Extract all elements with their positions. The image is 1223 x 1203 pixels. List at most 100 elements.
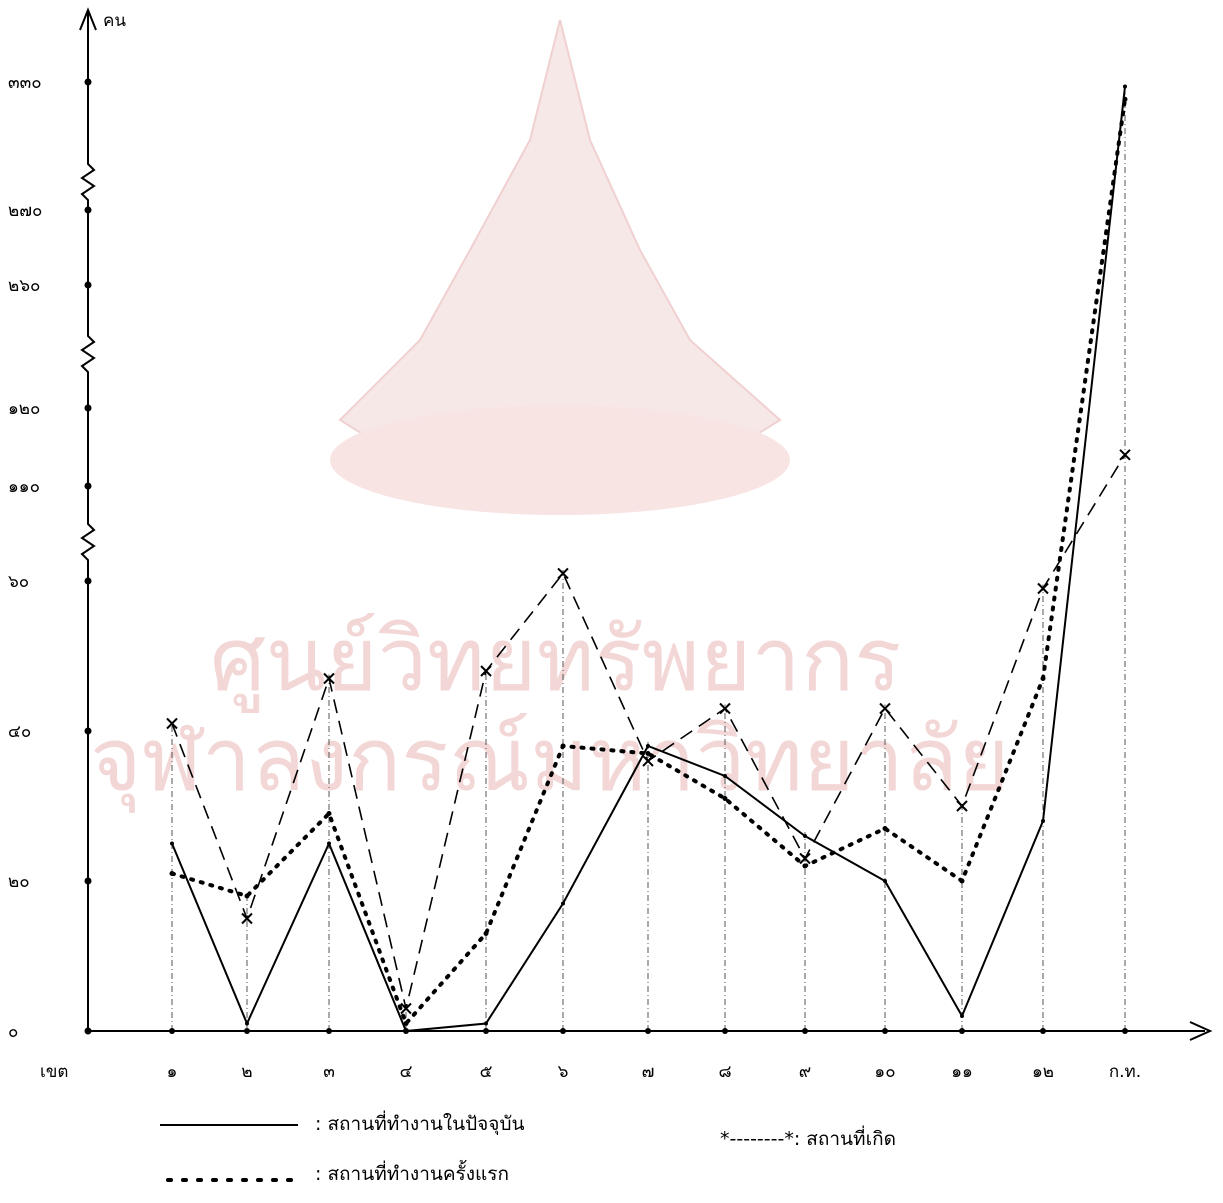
data-point bbox=[404, 1029, 408, 1033]
data-point bbox=[326, 811, 332, 816]
x-tick-label: ๓ bbox=[323, 1062, 335, 1082]
x-tick-label: ๙ bbox=[799, 1062, 811, 1082]
crest-base bbox=[330, 405, 790, 515]
watermark-line1: ศูนย์วิทยทรัพยากร bbox=[210, 608, 901, 713]
watermark-line2: จุฬาลงกรณ์มหาวิทยาลัย bbox=[90, 708, 1010, 813]
data-point bbox=[323, 672, 335, 685]
data-point bbox=[956, 800, 968, 812]
y-tick-label: ๑๒๐ bbox=[8, 399, 40, 419]
x-tick-label: ๘ bbox=[718, 1062, 731, 1082]
data-point bbox=[1040, 676, 1046, 681]
data-point bbox=[642, 755, 654, 767]
x-tick-label: ๒ bbox=[241, 1062, 252, 1082]
data-point bbox=[723, 774, 727, 778]
y-tick-mark bbox=[84, 78, 92, 86]
data-point bbox=[1037, 582, 1049, 595]
data-point bbox=[960, 1014, 964, 1018]
x-tick-label: ๑ bbox=[167, 1062, 178, 1082]
data-point bbox=[561, 901, 565, 906]
y-axis-line bbox=[80, 12, 96, 1031]
y-tick-mark bbox=[84, 727, 92, 735]
data-point bbox=[803, 834, 807, 838]
data-point bbox=[484, 1021, 488, 1026]
x-tick-mark bbox=[244, 1028, 250, 1034]
y-tick-mark bbox=[84, 281, 92, 289]
data-point bbox=[646, 744, 650, 748]
data-point bbox=[169, 871, 175, 876]
x-tick-mark bbox=[560, 1028, 566, 1034]
x-tick-label: ๖ bbox=[558, 1062, 569, 1082]
data-point bbox=[244, 893, 250, 899]
x-tick-mark bbox=[959, 1028, 965, 1034]
series-lines bbox=[166, 84, 1131, 1033]
axes: คน เขต bbox=[40, 7, 1213, 1082]
x-tick-mark bbox=[1040, 1028, 1046, 1034]
x-tick-mark bbox=[169, 1028, 175, 1034]
crest-emblem bbox=[338, 19, 782, 471]
x-tick-mark bbox=[722, 1028, 728, 1034]
y-tick-label: ๔๐ bbox=[8, 722, 31, 742]
data-point bbox=[719, 702, 731, 715]
y-tick-mark bbox=[84, 1027, 92, 1035]
data-point bbox=[1122, 96, 1128, 102]
x-tick-label: ๑๑ bbox=[951, 1062, 973, 1082]
legend-label-current-workplace: : สถานที่ทำงานในปัจจุบัน bbox=[315, 1110, 525, 1136]
x-tick-label: ก.ท. bbox=[1109, 1062, 1141, 1082]
x-tick-label: ๗ bbox=[642, 1062, 655, 1082]
x-tick-mark bbox=[802, 1028, 808, 1034]
y-tick-label: ๒๗๐ bbox=[8, 201, 42, 221]
x-tick-label: ๑๐ bbox=[874, 1062, 895, 1082]
data-point bbox=[883, 879, 887, 883]
legend: : สถานที่ทำงานในปัจจุบัน : สถานที่ทำงานค… bbox=[160, 1110, 896, 1185]
data-point bbox=[722, 796, 728, 801]
data-point bbox=[560, 743, 566, 749]
data-point bbox=[959, 878, 965, 884]
x-ticks: ๑๒๓๔๕๖๗๘๙๑๐ ๑๑ ๑๒ ก.ท. bbox=[167, 1028, 1141, 1082]
x-tick-mark bbox=[882, 1028, 888, 1034]
series-line-solid bbox=[171, 86, 1126, 1033]
y-ticks: ๐ ๒๐ ๔๐ ๖๐ ๑๑๐ ๑๒๐ ๒๖๐ ๒๗๐ ๓๓๐ bbox=[8, 73, 92, 1042]
data-point bbox=[799, 852, 811, 865]
category-guides bbox=[171, 82, 1126, 1031]
x-tick-mark bbox=[1122, 1028, 1128, 1034]
y-tick-label: ๓๓๐ bbox=[8, 73, 42, 93]
x-tick-mark bbox=[483, 1028, 489, 1034]
data-point bbox=[1119, 449, 1131, 461]
data-point bbox=[645, 751, 651, 756]
data-point bbox=[802, 863, 808, 869]
data-point bbox=[1041, 819, 1045, 823]
data-point bbox=[882, 826, 888, 831]
data-point bbox=[400, 1002, 412, 1015]
x-tick-mark bbox=[645, 1028, 651, 1034]
x-tick-label: ๔ bbox=[400, 1062, 413, 1082]
y-tick-label: ๐ bbox=[8, 1022, 18, 1042]
x-tick-label: ๕ bbox=[480, 1062, 493, 1082]
watermark: ศูนย์วิทยทรัพยากร จุฬาลงกรณ์มหาวิทยาลัย bbox=[90, 19, 1010, 813]
x-axis-arrow bbox=[1189, 1021, 1213, 1041]
y-tick-mark bbox=[84, 404, 92, 412]
y-tick-mark bbox=[84, 877, 92, 885]
y-tick-mark bbox=[84, 482, 92, 490]
y-tick-label: ๒๖๐ bbox=[8, 276, 40, 296]
y-tick-label: ๑๑๐ bbox=[8, 477, 40, 497]
y-axis-arrow bbox=[79, 7, 97, 31]
y-unit-label: คน bbox=[103, 11, 126, 31]
data-point bbox=[879, 702, 891, 715]
data-point bbox=[166, 717, 178, 730]
y-tick-mark bbox=[84, 206, 92, 214]
x-tick-label: ๑๒ bbox=[1032, 1062, 1054, 1082]
data-point bbox=[245, 1021, 249, 1026]
data-point bbox=[480, 665, 492, 677]
y-tick-label: ๖๐ bbox=[8, 572, 29, 592]
x-axis-label: เขต bbox=[40, 1062, 68, 1082]
data-point bbox=[1123, 84, 1127, 89]
data-point bbox=[170, 841, 174, 846]
legend-label-first-workplace: : สถานที่ทำงานครั้งแรก bbox=[315, 1160, 509, 1185]
data-point bbox=[241, 912, 253, 925]
y-tick-label: ๒๐ bbox=[8, 872, 30, 892]
x-tick-mark bbox=[326, 1028, 332, 1034]
legend-label-birthplace: *--------*: สถานที่เกิด bbox=[720, 1125, 896, 1150]
data-point bbox=[327, 841, 331, 846]
y-tick-mark bbox=[84, 577, 92, 585]
